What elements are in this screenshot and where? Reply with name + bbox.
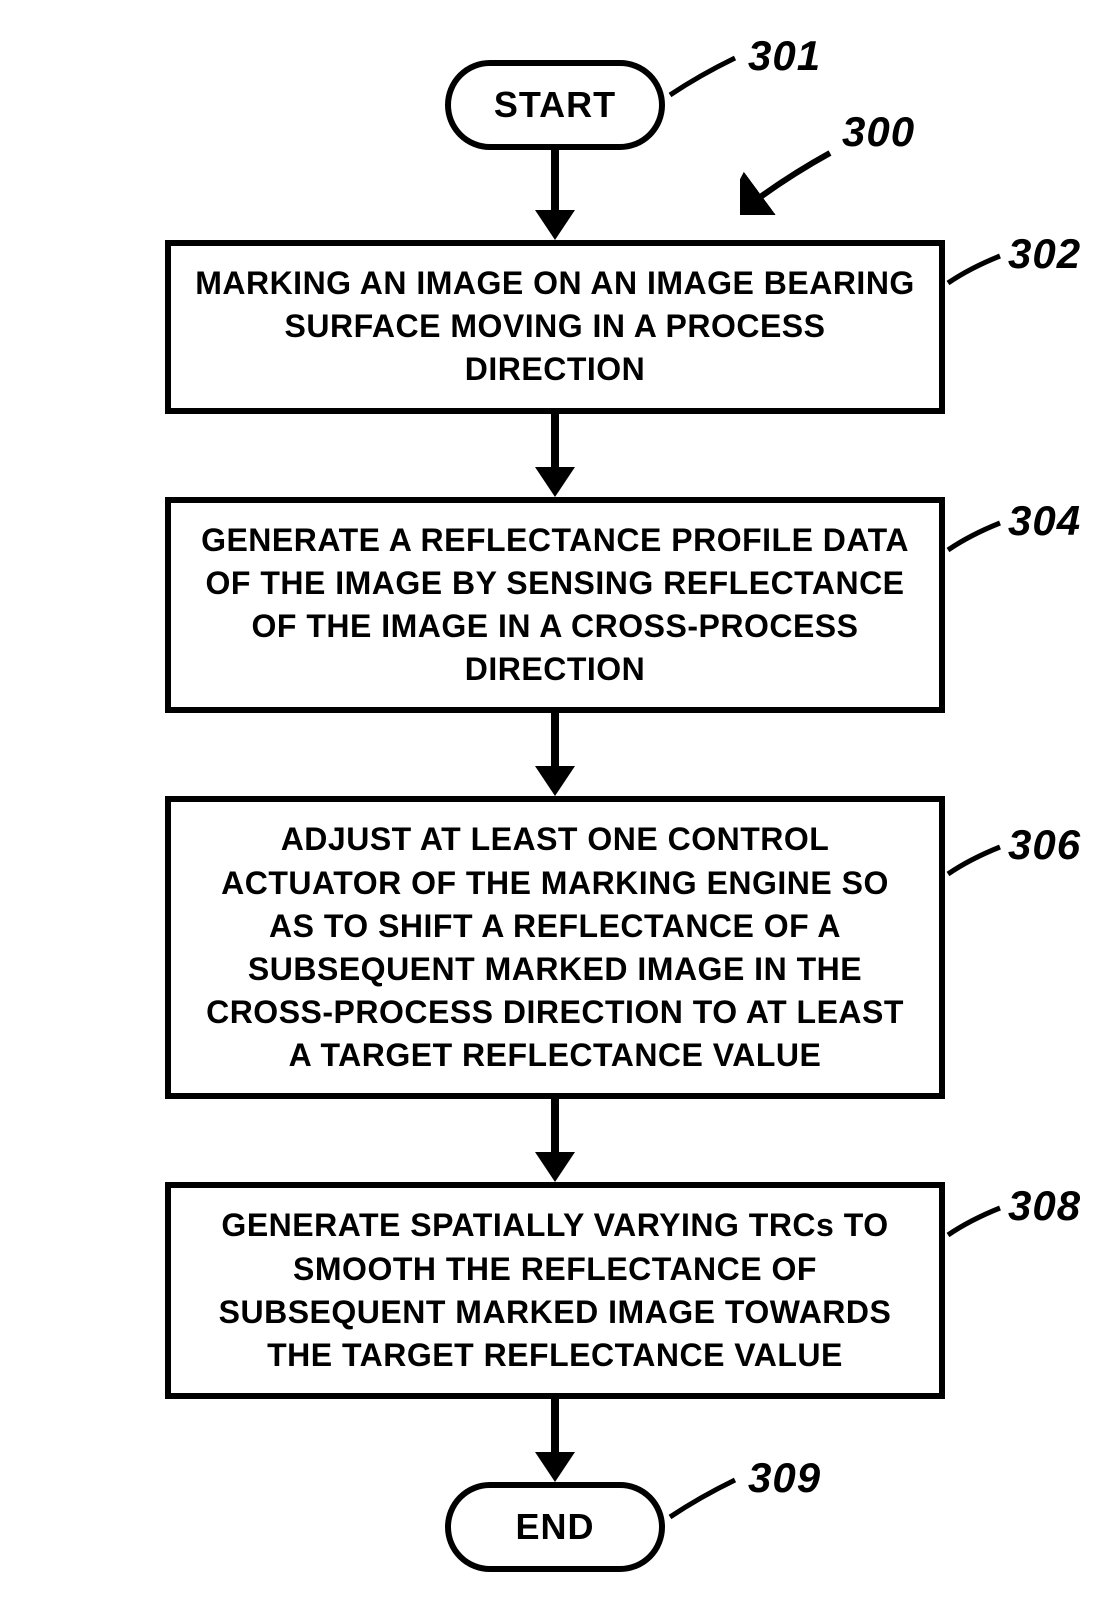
arrow-5 xyxy=(90,1399,1020,1482)
process-308: GENERATE SPATIALLY VARYING TRCs TO SMOOT… xyxy=(165,1182,945,1399)
leader-300-arrow xyxy=(740,145,840,215)
leader-306 xyxy=(945,841,1005,881)
ref-306: 306 xyxy=(1008,821,1081,869)
leader-302 xyxy=(945,250,1005,290)
ref-301: 301 xyxy=(748,32,821,80)
ref-302: 302 xyxy=(1008,230,1081,278)
end-label: END xyxy=(515,1506,594,1548)
process-304-text: GENERATE A REFLECTANCE PROFILE DATA OF T… xyxy=(201,522,909,688)
ref-304: 304 xyxy=(1008,497,1081,545)
arrow-1 xyxy=(90,150,1020,240)
ref-309: 309 xyxy=(748,1454,821,1502)
flowchart-container: START 301 MARKING AN IMAGE ON AN IMAGE B… xyxy=(90,60,1020,1572)
process-308-text: GENERATE SPATIALLY VARYING TRCs TO SMOOT… xyxy=(219,1207,892,1373)
process-302: MARKING AN IMAGE ON AN IMAGE BEARING SUR… xyxy=(165,240,945,414)
arrow-3 xyxy=(90,713,1020,796)
leader-309 xyxy=(665,1472,745,1522)
leader-304 xyxy=(945,517,1005,557)
process-306-text: ADJUST AT LEAST ONE CONTROL ACTUATOR OF … xyxy=(206,821,904,1073)
start-terminal: START xyxy=(445,60,665,150)
ref-308: 308 xyxy=(1008,1182,1081,1230)
arrow-4 xyxy=(90,1099,1020,1182)
arrow-2 xyxy=(90,414,1020,497)
leader-308 xyxy=(945,1202,1005,1242)
leader-301 xyxy=(665,50,745,100)
start-label: START xyxy=(494,84,616,126)
ref-300: 300 xyxy=(842,108,915,156)
process-306: ADJUST AT LEAST ONE CONTROL ACTUATOR OF … xyxy=(165,796,945,1099)
process-302-text: MARKING AN IMAGE ON AN IMAGE BEARING SUR… xyxy=(195,265,915,387)
process-304: GENERATE A REFLECTANCE PROFILE DATA OF T… xyxy=(165,497,945,714)
end-terminal: END xyxy=(445,1482,665,1572)
